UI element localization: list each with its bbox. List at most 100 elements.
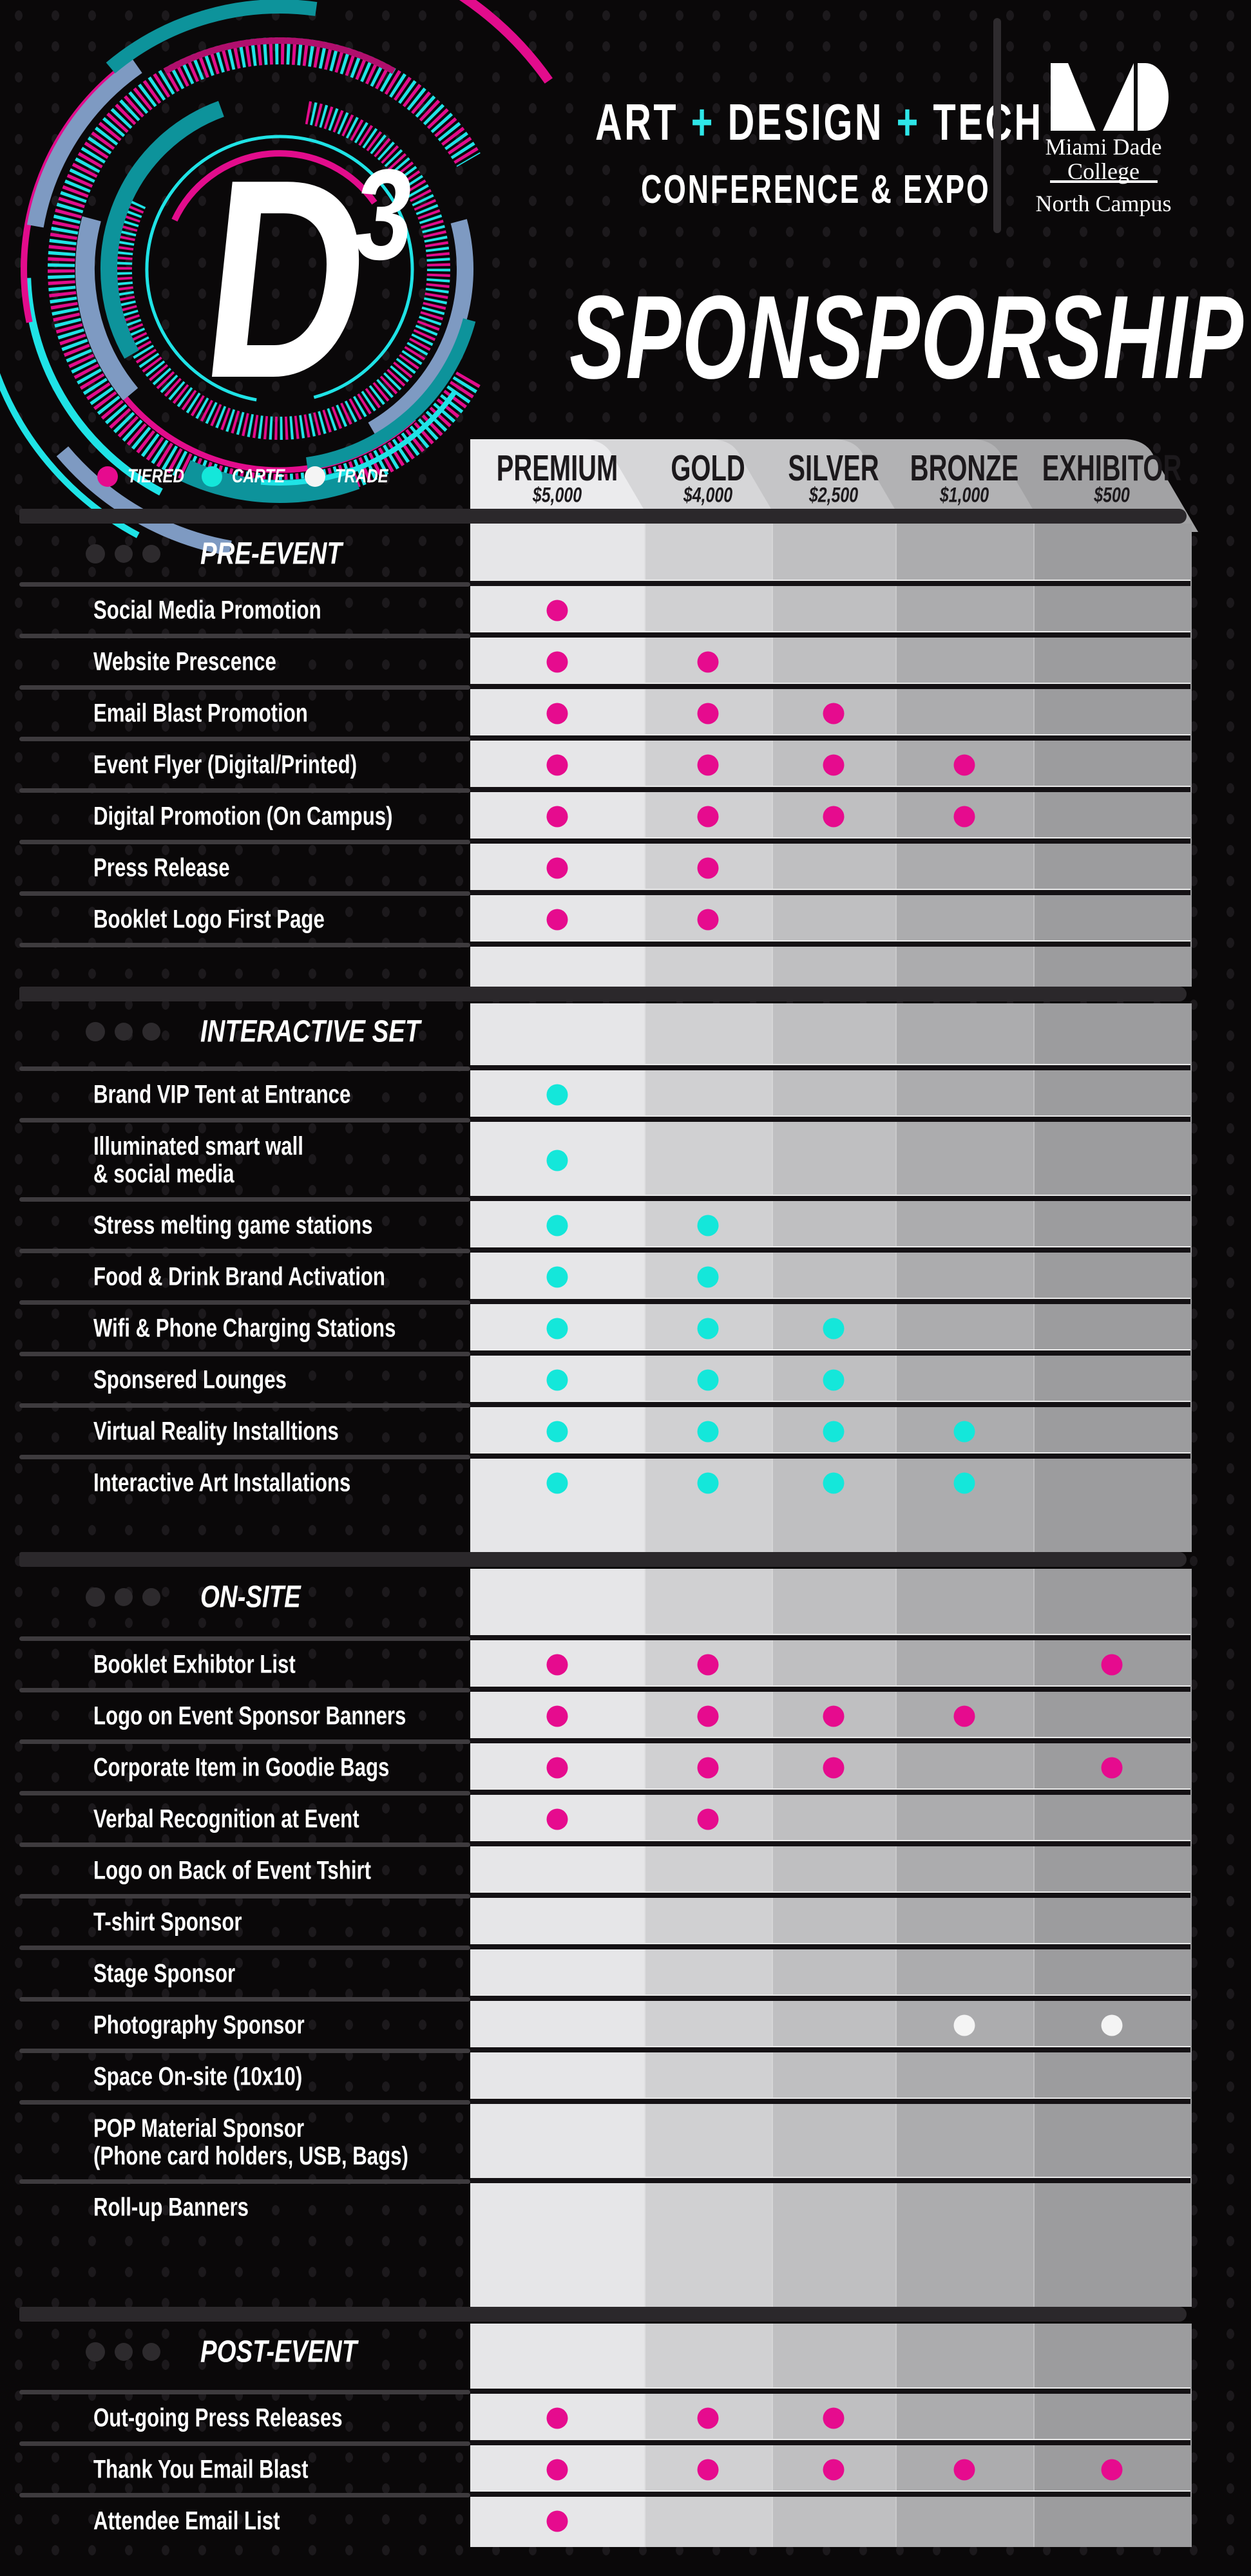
benefit-dot-carte: [823, 1421, 845, 1443]
label-separator: [19, 2493, 470, 2497]
benefit-dot-carte: [546, 1150, 568, 1171]
row-label: Food & Drink Brand Activation: [93, 1262, 385, 1291]
row-separator: [470, 683, 1190, 689]
row-label: Roll-up Banners: [93, 2193, 249, 2222]
row-separator: [470, 2177, 1190, 2183]
row-label: Photography Sponsor: [93, 2011, 305, 2040]
benefit-dot-tiered: [697, 703, 719, 724]
row-label: Booklet Exhibtor List: [93, 1650, 296, 1679]
benefit-dot-tiered: [953, 2459, 975, 2481]
row-label: Verbal Recognition at Event: [93, 1804, 359, 1833]
tier-price-silver: $2,500: [808, 483, 859, 507]
row-label-line: & social media: [93, 1159, 234, 1188]
event-title: ART + DESIGN + TECH: [595, 97, 1044, 148]
row-label: Sponsered Lounges: [93, 1365, 287, 1394]
legend-label-trade: TRADE: [335, 466, 388, 487]
row-label: Wifi & Phone Charging Stations: [93, 1314, 396, 1343]
label-separator: [19, 1455, 470, 1459]
benefit-dot-tiered: [697, 1808, 719, 1830]
benefit-dot-tiered: [823, 806, 845, 828]
emblem-arc: [123, 396, 416, 473]
row-label: Logo on Back of Event Tshirt: [93, 1856, 372, 1885]
row-separator: [470, 1840, 1190, 1846]
row-label: Digital Promotion (On Campus): [93, 802, 393, 831]
row-separator: [470, 2098, 1190, 2104]
label-separator: [19, 582, 470, 587]
tier-price-bronze: $1,000: [939, 483, 989, 507]
row-separator: [470, 1737, 1190, 1743]
row-separator: [470, 1349, 1190, 1356]
label-separator: [19, 1791, 470, 1795]
benefit-dot-carte: [546, 1084, 568, 1106]
row-separator: [470, 1452, 1190, 1459]
column-band: [895, 2324, 1035, 2547]
header-divider: [993, 18, 1001, 233]
benefit-dot-tiered: [697, 806, 719, 828]
label-separator: [19, 1197, 470, 1202]
title-word-tech: TECH: [933, 93, 1044, 151]
label-separator: [19, 2390, 470, 2394]
label-separator: [19, 2049, 470, 2053]
benefit-dot-carte: [546, 1421, 568, 1443]
row-separator: [470, 1401, 1190, 1407]
label-separator: [19, 1249, 470, 1253]
label-separator: [19, 1352, 470, 1356]
row-separator: [470, 1891, 1190, 1898]
benefit-dot-tiered: [546, 703, 568, 724]
legend-dot-trade: [305, 466, 325, 487]
benefit-dot-carte: [546, 1318, 568, 1340]
column-band: [1033, 1003, 1192, 1552]
section-divider-bar: [19, 1552, 1187, 1567]
legend-dot-carte: [202, 466, 222, 487]
section-deco-dot: [86, 544, 105, 564]
section-deco-dot: [115, 2343, 133, 2361]
tier-price-gold: $4,000: [683, 483, 733, 507]
benefit-dot-tiered: [697, 909, 719, 931]
emblem-arc: [108, 101, 450, 440]
row-separator: [470, 1246, 1190, 1253]
label-separator: [19, 943, 470, 947]
row-separator: [470, 1788, 1190, 1795]
row-label: Stage Sponsor: [93, 1959, 236, 1988]
section-deco-dot: [115, 1588, 133, 1606]
benefit-dot-carte: [823, 1318, 845, 1340]
section-title: PRE-EVENT: [200, 536, 342, 571]
emblem-arc: [48, 37, 481, 501]
column-band: [644, 2324, 773, 2547]
row-separator: [470, 2490, 1190, 2497]
benefit-dot-tiered: [546, 600, 568, 621]
benefit-dot-tiered: [546, 1808, 568, 1830]
benefit-dot-tiered: [1101, 1757, 1123, 1779]
benefit-dot-tiered: [546, 2510, 568, 2532]
emblem-arc: [106, 0, 318, 73]
column-band: [772, 1003, 897, 1552]
benefit-dot-carte: [697, 1369, 719, 1391]
section-divider-bar: [19, 987, 1187, 1001]
section-deco-dot: [86, 1587, 105, 1607]
label-separator: [19, 737, 470, 741]
row-label: Email Blast Promotion: [93, 699, 308, 728]
benefit-dot-tiered: [697, 1705, 719, 1727]
legend-dot-tiered: [97, 466, 118, 487]
emblem-arc: [108, 101, 450, 440]
benefit-dot-carte: [697, 1472, 719, 1494]
legend-label-tiered: TIERED: [128, 466, 185, 487]
benefit-dot-tiered: [546, 806, 568, 828]
mdc-m-shape: [1051, 63, 1096, 131]
title-word-art: ART: [595, 93, 679, 151]
column-band: [644, 1569, 773, 2307]
benefit-dot-tiered: [546, 909, 568, 931]
benefit-dot-tiered: [953, 1705, 975, 1727]
d3-logo-glyph: D 3: [191, 120, 421, 437]
benefit-dot-carte: [546, 1266, 568, 1288]
row-separator: [470, 889, 1190, 895]
benefit-dot-tiered: [697, 2459, 719, 2481]
benefit-dot-tiered: [823, 1705, 845, 1727]
row-separator: [470, 1685, 1190, 1692]
mdc-d-shape: [1138, 63, 1169, 131]
tier-price-exhibitor: $500: [1094, 483, 1130, 507]
label-separator: [19, 2441, 470, 2446]
section-deco-dot: [115, 545, 133, 563]
label-separator: [19, 1118, 470, 1122]
